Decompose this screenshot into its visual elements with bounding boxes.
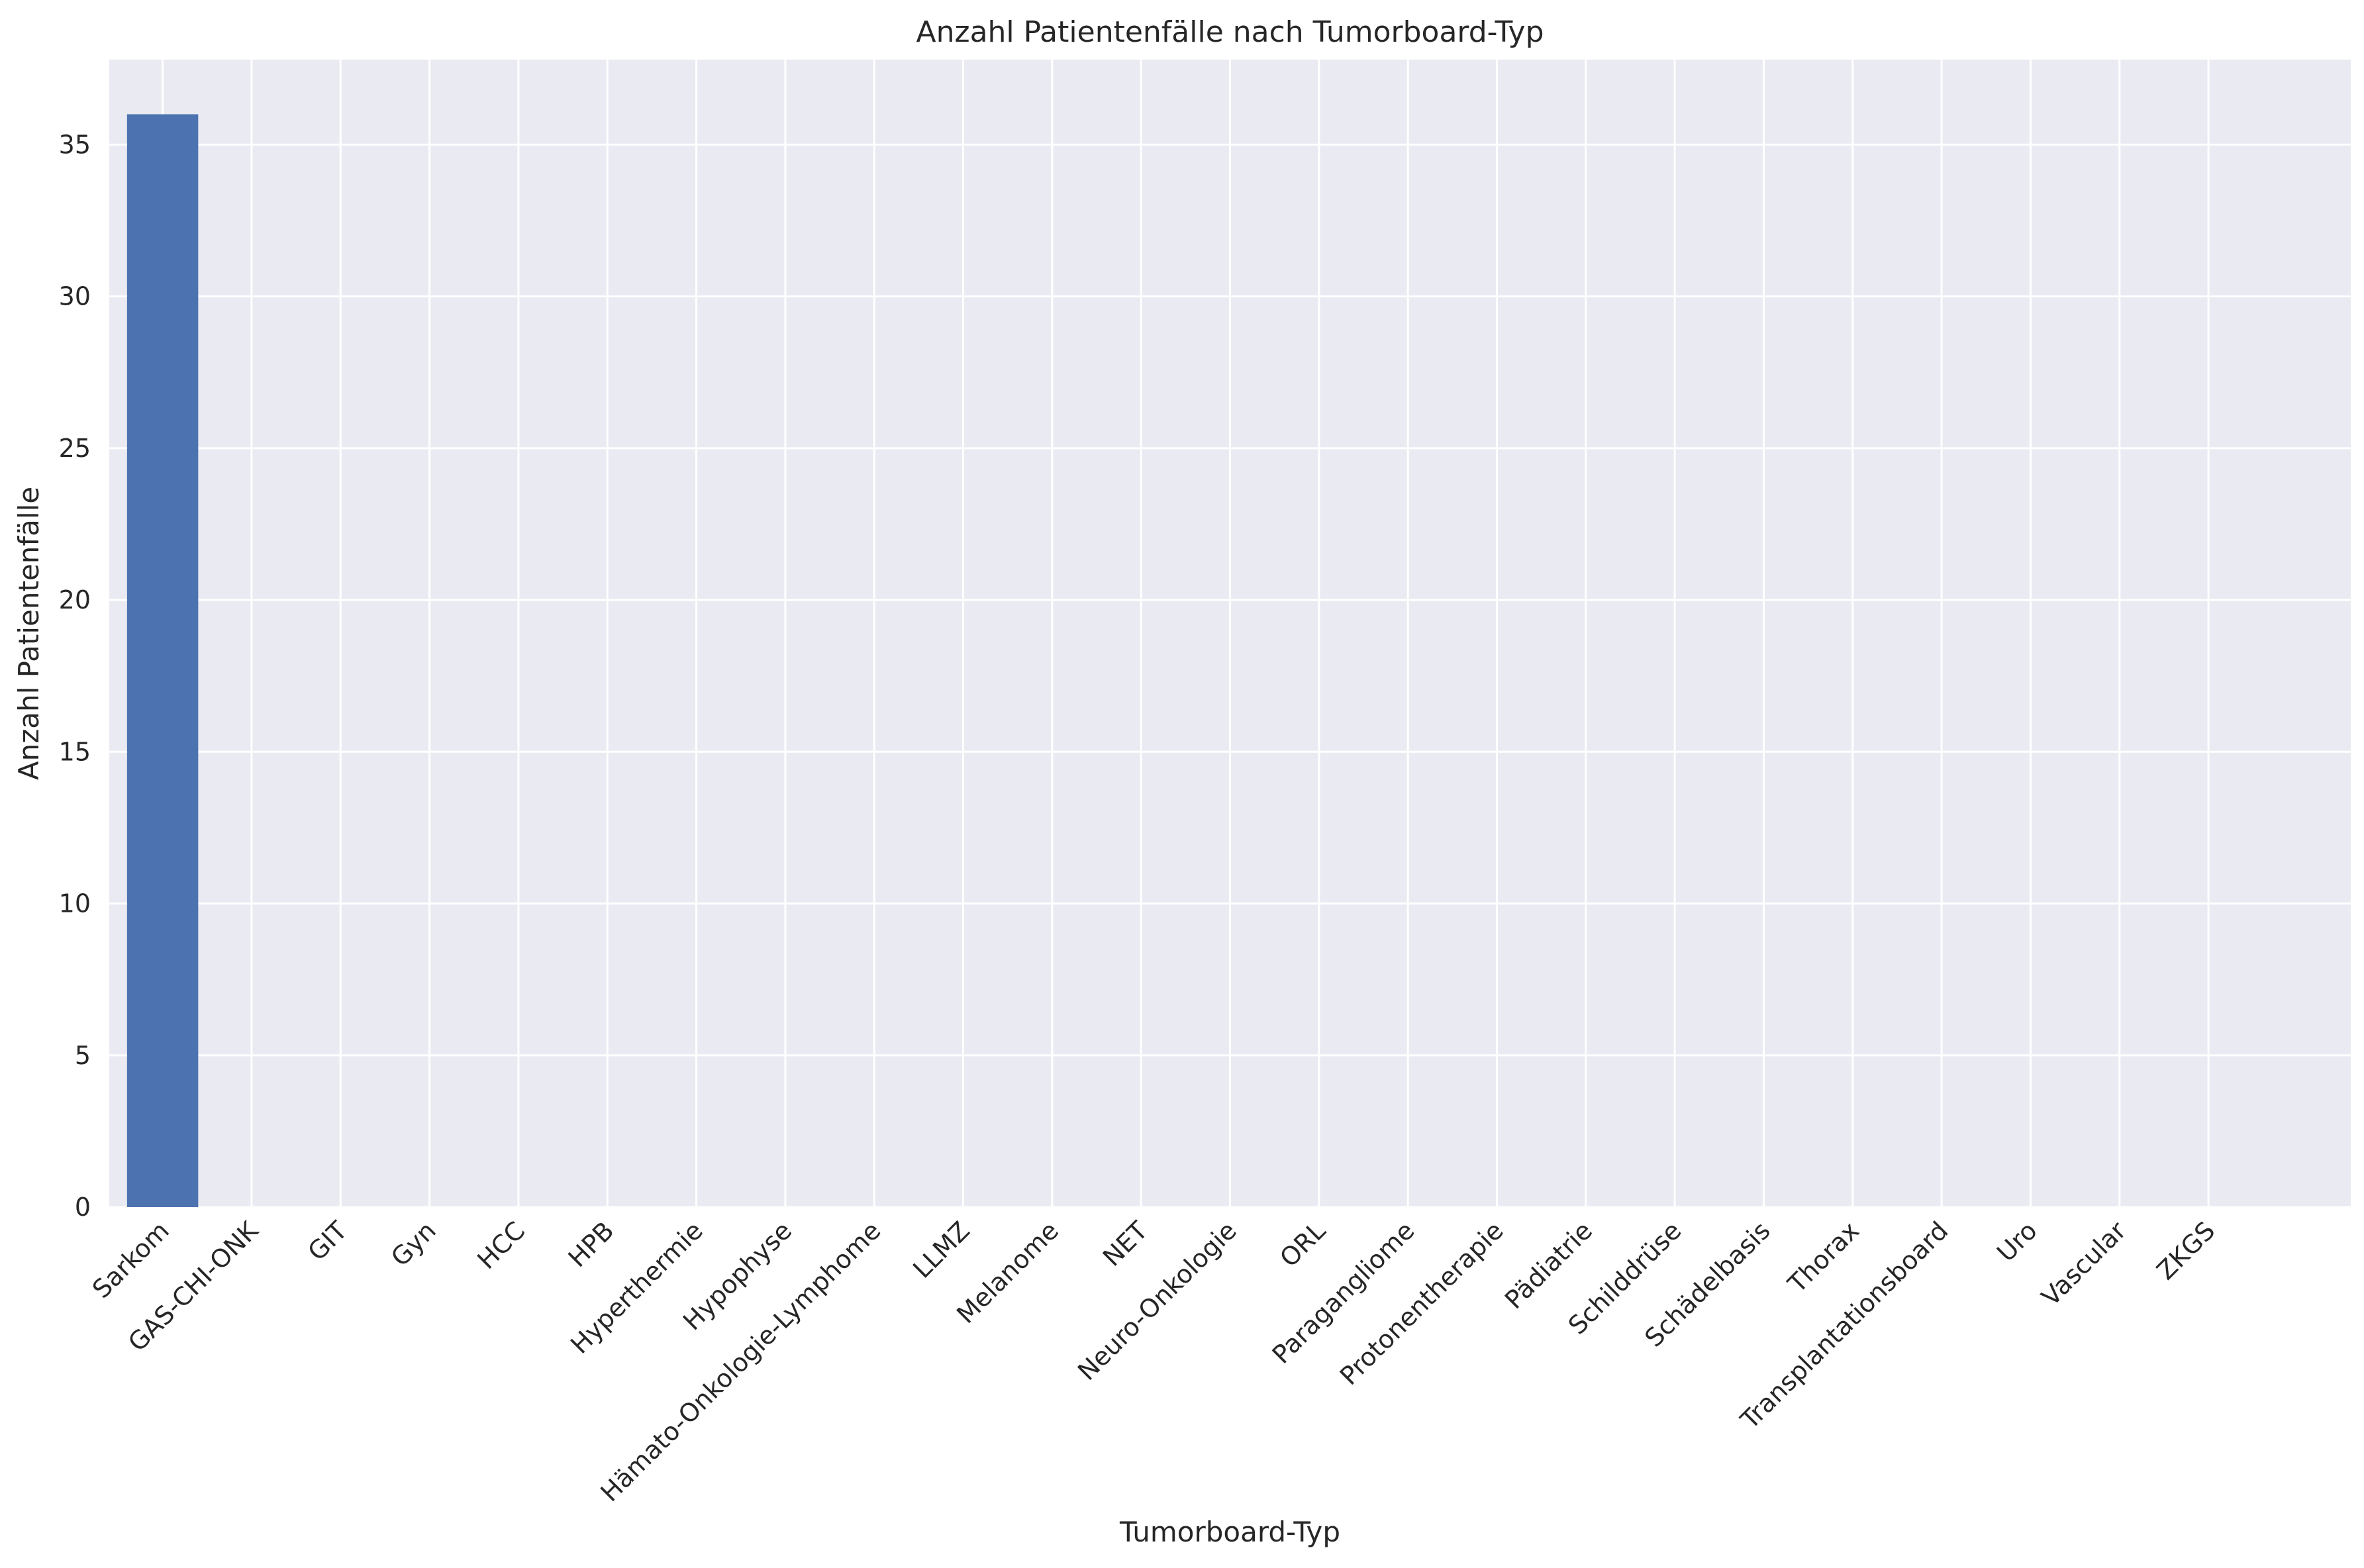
x-tick-label: LLMZ bbox=[907, 1216, 975, 1284]
x-tick-label: Protonentherapie bbox=[1334, 1216, 1509, 1391]
y-axis-title: Anzahl Patientenfälle bbox=[13, 487, 45, 780]
x-tick-label: HPB bbox=[563, 1216, 620, 1273]
x-axis-title: Tumorboard-Typ bbox=[1119, 1516, 1340, 1548]
y-tick-label: 10 bbox=[59, 889, 91, 918]
chart-title: Anzahl Patientenfälle nach Tumorboard-Ty… bbox=[916, 15, 1544, 49]
x-tick-label: Uro bbox=[1991, 1216, 2043, 1267]
x-tick-label: HCC bbox=[471, 1216, 530, 1275]
y-tick-label: 25 bbox=[59, 434, 91, 463]
y-tick-label: 20 bbox=[59, 585, 91, 614]
y-tick-label: 15 bbox=[59, 737, 91, 766]
x-tick-label: Sarkom bbox=[87, 1216, 175, 1304]
x-tick-label: Vascular bbox=[2036, 1216, 2132, 1312]
y-tick-label: 5 bbox=[75, 1041, 91, 1070]
x-tick-label: Thorax bbox=[1782, 1216, 1865, 1298]
x-tick-label: ZKGS bbox=[2151, 1216, 2220, 1285]
x-tick-label: NET bbox=[1097, 1216, 1154, 1272]
bars bbox=[126, 114, 199, 1207]
bar bbox=[126, 114, 199, 1207]
x-tick-label: Gyn bbox=[385, 1216, 442, 1272]
y-tick-label: 0 bbox=[75, 1193, 91, 1222]
y-tick-label: 35 bbox=[59, 130, 91, 159]
x-tick-label: GIT bbox=[302, 1216, 353, 1267]
x-tick-label: Neuro-Onkologie bbox=[1072, 1216, 1242, 1386]
y-axis-tick-labels: 0 5 10 15 20 25 30 35 bbox=[59, 130, 91, 1222]
x-tick-label: ORL bbox=[1274, 1216, 1331, 1273]
y-tick-label: 30 bbox=[59, 282, 91, 311]
